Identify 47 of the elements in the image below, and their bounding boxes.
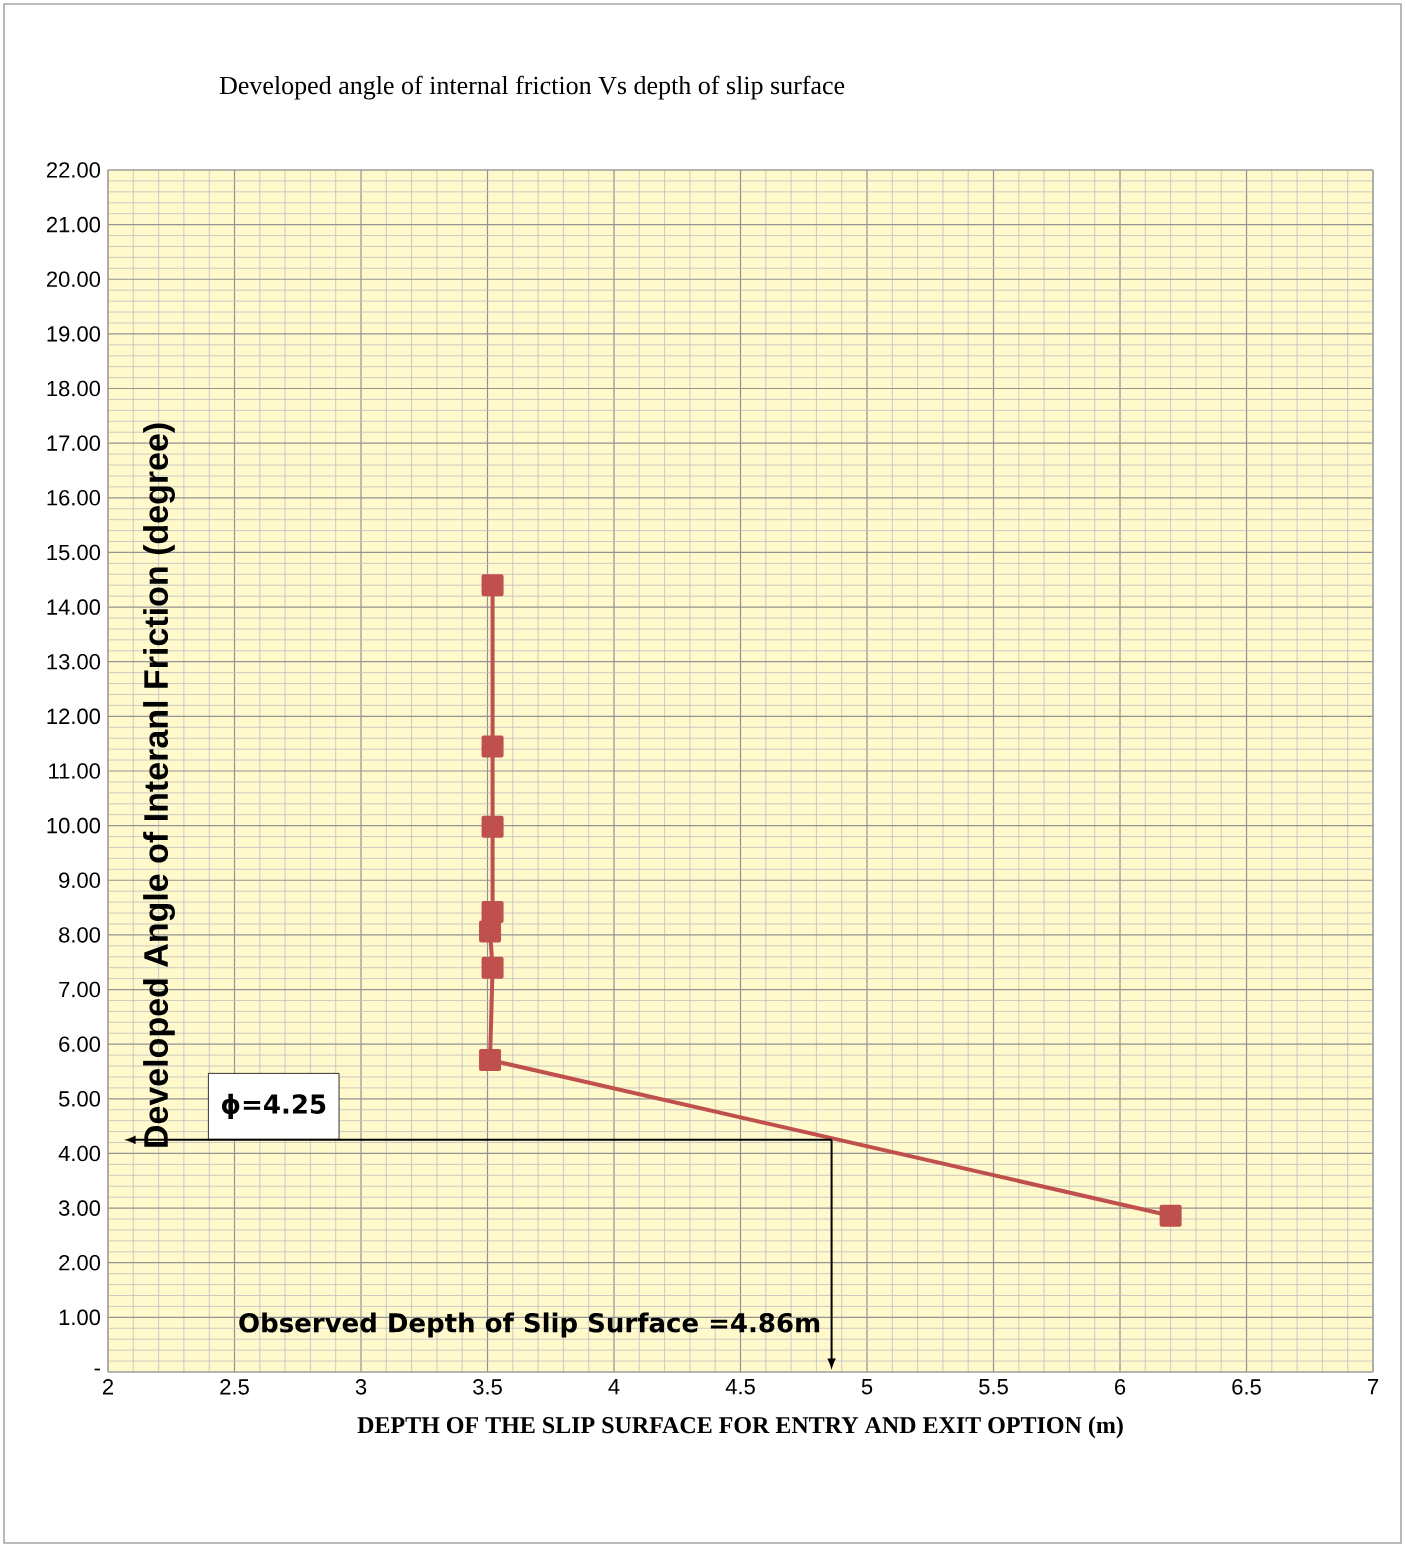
point [479, 1049, 502, 1072]
y-tick-label: - [94, 1368, 100, 1371]
y-tick-label: 4.00 [58, 1145, 101, 1162]
x-tick-label: 6.5 [1232, 1379, 1261, 1395]
x-tick-label: 4 [608, 1379, 620, 1395]
y-tick-label: 8.00 [59, 927, 101, 943]
y-tick-label: 18.00 [47, 380, 101, 397]
y-tick-label: 3.00 [58, 1200, 101, 1216]
y-tick-label: 7.00 [59, 981, 101, 998]
point [481, 956, 504, 979]
y-tick-label: 11.00 [49, 763, 101, 779]
y-tick-label: 22.00 [46, 162, 101, 178]
y-tick-label: 12.00 [47, 708, 101, 725]
y-tick-label: 20.00 [46, 271, 101, 288]
y-axis-title: Developed Angle of Interanl Friction (degree) [143, 423, 175, 1147]
y-tick-label: 15.00 [47, 544, 101, 561]
y-tick-label: 13.00 [47, 653, 101, 670]
y-tick-label: 10.00 [47, 817, 101, 834]
x-tick-label: 2 [102, 1379, 114, 1395]
y-tick-label: 9.00 [59, 872, 101, 889]
chart-title: Developed angle of internal friction Vs depth of slip surface [219, 75, 845, 100]
point [481, 735, 504, 758]
point [481, 815, 504, 838]
y-tick-label: 14.00 [47, 599, 101, 615]
y-tick-label: 16.00 [47, 490, 101, 506]
point [481, 900, 504, 923]
point [479, 920, 502, 943]
x-tick-label: 5.5 [979, 1379, 1008, 1395]
y-tick-label: 5.00 [58, 1091, 101, 1107]
y-tick-label: 1.00 [59, 1309, 101, 1326]
x-tick-label: 7 [1368, 1379, 1379, 1395]
x-tick-label: 3.5 [473, 1379, 502, 1395]
y-tick-label: 21.00 [46, 216, 101, 233]
x-tick-label: 2.5 [220, 1379, 249, 1395]
x-axis-title: DEPTH OF THE SLIP SURFACE FOR ENTRY AND EXIT OPTION (m) [357, 1416, 1123, 1439]
y-tick-label: 19.00 [47, 326, 101, 342]
y-tick-label: 6.00 [59, 1036, 101, 1052]
x-tick-label: 5 [861, 1379, 873, 1395]
point [481, 574, 504, 597]
point [1159, 1204, 1182, 1227]
x-tick-label: 6 [1115, 1379, 1126, 1395]
y-tick-label: 2.00 [59, 1254, 101, 1271]
y-tick-label: 17.00 [47, 435, 101, 451]
x-tick-label: 4.5 [725, 1379, 755, 1395]
x-tick-label: 3 [355, 1379, 367, 1395]
ref-line-label: Observed Depth of Slip Surface =4.86m [239, 1312, 820, 1338]
ref-line-label: ϕ=4.25 [221, 1093, 326, 1119]
